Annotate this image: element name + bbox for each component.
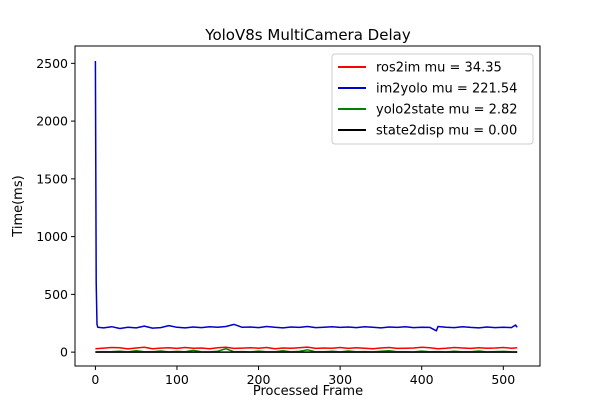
chart-title: YoloV8s MultiCamera Delay	[204, 26, 411, 44]
y-tick-label: 2500	[36, 56, 68, 71]
x-axis: 0 100 200 300 400 500	[91, 366, 515, 387]
legend-box	[331, 53, 534, 145]
x-tick-label: 500	[491, 372, 515, 387]
y-axis: 0 500 1000 1500 2000 2500	[36, 56, 75, 360]
y-tick-label: 500	[44, 287, 68, 302]
y-tick-label: 2000	[36, 114, 68, 129]
y-axis-label: Time(ms)	[11, 175, 26, 237]
y-tick-label: 0	[60, 345, 68, 360]
y-tick-label: 1500	[36, 171, 68, 186]
plot-area	[94, 60, 518, 353]
legend-entry: state2disp mu = 0.00	[376, 124, 517, 139]
y-tick-label: 1000	[36, 229, 68, 244]
x-tick-label: 100	[165, 372, 189, 387]
plot-frame	[74, 45, 541, 367]
x-axis-label: Processed Frame	[253, 384, 363, 399]
series-line-0	[95, 346, 518, 350]
x-tick-label: 200	[247, 372, 271, 387]
legend-entry: im2yolo mu = 221.54	[376, 82, 517, 97]
legend-entry: ros2im mu = 34.35	[376, 61, 502, 76]
series-line-1	[94, 60, 518, 332]
x-tick-label: 0	[91, 372, 99, 387]
x-tick-label: 300	[328, 372, 352, 387]
legend: ros2im mu = 34.35 im2yolo mu = 221.54 yolo…	[331, 53, 534, 145]
x-tick-label: 400	[410, 372, 434, 387]
legend-entry: yolo2state mu = 2.82	[376, 103, 518, 118]
